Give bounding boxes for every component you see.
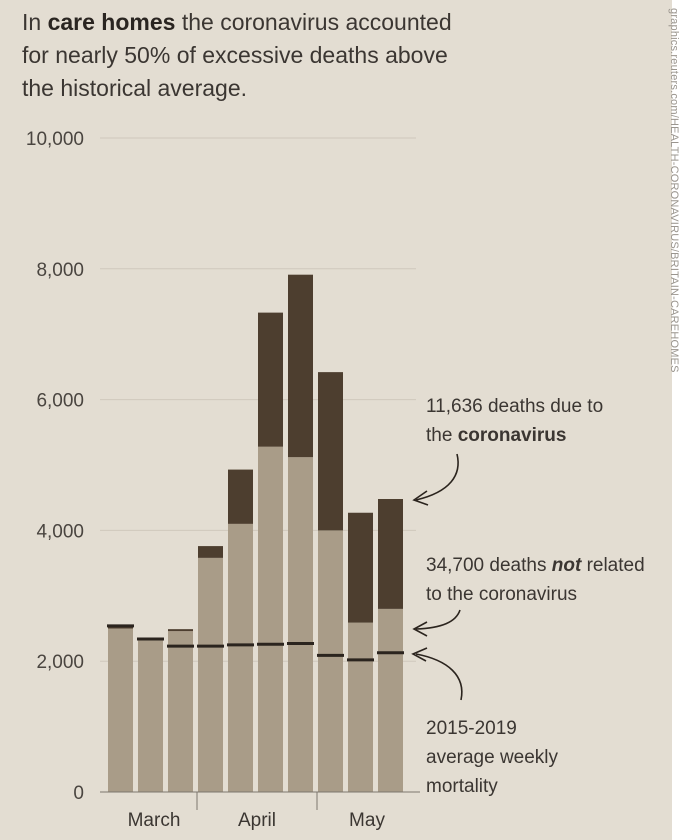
y-tick-label: 2,000 [36,652,84,673]
annotation-noncovid-arrow [415,609,461,630]
annotation-noncovid-line2: to the coronavirus [426,584,577,605]
annotation-average-arrow [415,653,463,701]
svg-text:34,700 deaths not related: 34,700 deaths not related [426,555,645,576]
bar-non-covid [318,530,343,792]
title-emphasis: care homes [47,9,176,35]
bar-covid [288,274,313,458]
title-before: In [22,9,42,35]
annotation-covid-arrowhead [412,490,429,506]
annotation-average-line2: average weekly [426,747,559,768]
title-after: the coronavirus accounted for nearly 50%… [22,9,452,101]
bar-non-covid [348,622,373,792]
bar-covid [348,512,373,623]
source-credit: graphics.reuters.com/HEALTH-CORONAVIRUS/… [668,8,680,373]
x-label-march: March [128,810,181,831]
annotation-covid-prefix: the [426,425,452,446]
annotation-non-covid: 34,700 deaths not related to the coronav… [412,555,645,637]
y-axis-ticks: 0 2,000 4,000 6,000 8,000 10,000 [26,129,84,804]
annotation-noncovid-suffix: related [587,555,645,576]
y-tick-label: 8,000 [36,260,84,281]
y-tick-label: 10,000 [26,129,84,150]
bar-covid [228,469,253,524]
svg-text:the coronavirus: the coronavirus [426,425,566,446]
x-label-april: April [238,810,276,831]
bar-covid [318,372,343,531]
annotation-average-arrowhead [411,647,428,662]
bar-non-covid [378,608,403,792]
bar-covid [378,499,403,609]
annotation-noncovid-arrowhead [412,621,428,637]
annotation-average: 2015-2019 average weekly mortality [411,647,559,797]
y-tick-label: 4,000 [36,521,84,542]
annotation-noncovid-prefix: 34,700 deaths [426,555,546,576]
x-label-may: May [349,810,385,831]
annotation-average-line3: mortality [426,776,498,797]
bar-non-covid [108,628,133,792]
annotation-covid-arrow [415,453,459,501]
bar-non-covid [198,557,223,792]
x-axis: March April May [100,791,420,831]
annotation-noncovid-emph: not [552,555,582,576]
annotation-covid-bold: coronavirus [458,425,567,446]
y-tick-label: 0 [73,783,84,804]
bar-covid [168,629,193,632]
average-lines [107,624,404,662]
side-strip [672,0,682,840]
bar-covid [258,312,283,447]
chart-title: In care homes the coronavirus accounted … [22,6,482,105]
bar-series [108,274,403,792]
bar-non-covid [258,446,283,792]
bar-non-covid [288,457,313,792]
y-tick-label: 6,000 [36,391,84,412]
annotation-covid: 11,636 deaths due to the coronavirus [412,396,603,506]
bar-non-covid [168,631,193,792]
annotation-average-line1: 2015-2019 [426,718,517,739]
bar-non-covid [138,640,163,792]
bar-non-covid [228,523,253,792]
bar-covid [198,546,223,558]
annotation-covid-line1: 11,636 deaths due to [426,396,603,417]
